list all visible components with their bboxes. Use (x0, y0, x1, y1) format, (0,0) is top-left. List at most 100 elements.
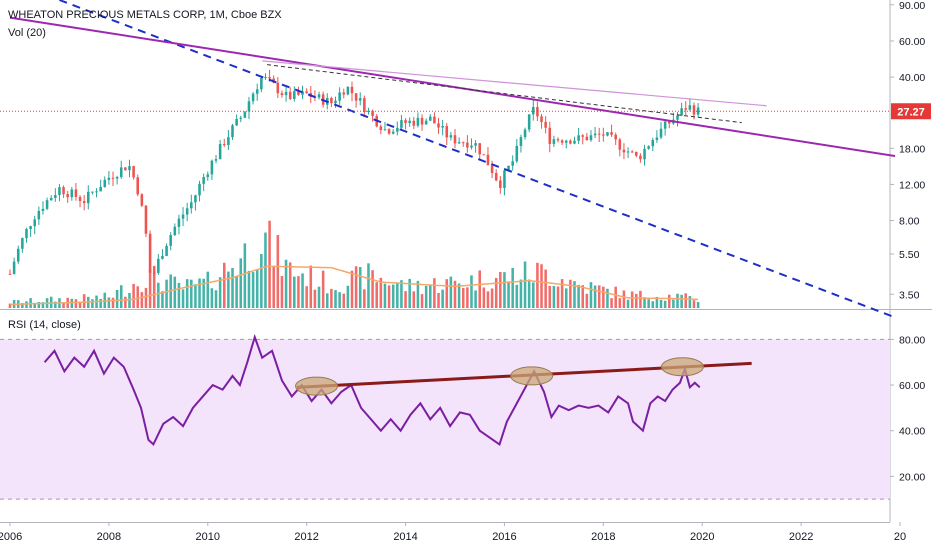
volume-bar (626, 299, 630, 308)
volume-bar (400, 280, 403, 308)
volume-bar (181, 289, 185, 308)
volume-bar (8, 303, 12, 308)
last-price-badge-label: 27.27 (897, 106, 925, 118)
volume-bar (288, 262, 292, 308)
volume-bar (190, 279, 193, 308)
candle-body (391, 131, 395, 134)
candle-body (165, 245, 168, 256)
volume-bar (445, 279, 449, 308)
candle-body (58, 187, 61, 196)
volume-bar (610, 298, 613, 308)
volume-bar (453, 280, 457, 308)
volume-bar (602, 286, 605, 308)
candle-body (647, 146, 650, 149)
volume-bar (482, 287, 486, 308)
volume-bar (363, 289, 366, 308)
volume-bar (527, 279, 531, 308)
volume-bar (478, 270, 481, 308)
volume-bar (416, 280, 420, 308)
volume-bar (206, 271, 210, 308)
candle-body (338, 92, 341, 101)
candle-body (82, 201, 86, 204)
candle-body (169, 235, 172, 246)
volume-bar (260, 254, 263, 308)
candle-body (103, 179, 107, 187)
candle-body (441, 126, 444, 128)
candle-body (260, 78, 263, 90)
candle-body (416, 117, 420, 126)
volume-bar (161, 291, 164, 308)
candle-body (548, 127, 552, 144)
candle-body (334, 100, 337, 104)
volume-bar (433, 278, 436, 308)
candle-body (305, 91, 308, 94)
volume-bar (284, 259, 288, 308)
candle-body (132, 166, 135, 178)
candle-body (602, 134, 605, 136)
candle-body (99, 186, 102, 192)
candle-body (457, 142, 461, 144)
candle-body (62, 187, 65, 195)
price-axis-label: 12.00 (899, 179, 925, 191)
candle-body (190, 202, 193, 209)
candle-body (486, 154, 490, 166)
volume-bar (461, 287, 465, 308)
candle-body (482, 154, 486, 156)
candle-body (383, 129, 387, 131)
candle-body (597, 133, 601, 135)
volume-bar (589, 282, 593, 308)
candle-body (124, 167, 127, 171)
candle-body (264, 77, 267, 79)
volume-bar (202, 278, 205, 308)
volume-bar (466, 287, 469, 308)
candle-body (606, 132, 609, 136)
volume-bar (618, 298, 622, 308)
volume-bar (305, 286, 308, 308)
candle-body (161, 255, 164, 259)
candle-body (157, 258, 160, 273)
volume-bar (548, 285, 552, 308)
volume-bar (630, 291, 634, 308)
chart-title: WHEATON PRECIOUS METALS CORP, 1M, Cboe B… (8, 9, 282, 21)
volume-bar (606, 288, 609, 308)
time-axis-label: 2008 (97, 531, 121, 543)
candle-body (408, 120, 411, 124)
volume-bar (334, 290, 337, 308)
candle-body (111, 177, 115, 179)
candle-body (202, 177, 205, 184)
candle-body (371, 110, 374, 117)
price-axis-label: 40.00 (899, 72, 925, 84)
rsi-highlight-ellipse (295, 376, 339, 396)
candle-body (461, 142, 465, 144)
volume-bar (647, 299, 650, 308)
volume-bar (99, 298, 102, 308)
candle-body (429, 116, 432, 121)
candle-body (639, 155, 642, 160)
candle-body (243, 111, 247, 118)
candle-body (268, 77, 271, 79)
candle-body (280, 93, 284, 96)
candle-body (239, 117, 243, 119)
candle-body (692, 105, 696, 115)
candle-body (235, 118, 238, 126)
candle-body (128, 166, 131, 171)
candle-body (21, 238, 24, 249)
volume-bar (560, 279, 564, 308)
price-layer (8, 69, 700, 276)
resistance-trendline (9, 16, 896, 158)
volume-bar (297, 276, 300, 308)
time-axis-label: 2018 (591, 531, 615, 543)
candle-body (107, 177, 111, 180)
candle-body (354, 93, 358, 101)
candle-body (181, 214, 185, 219)
volume-bar (556, 286, 560, 308)
candle-body (148, 233, 152, 273)
candle-body (78, 196, 82, 202)
candle-body (494, 173, 498, 181)
volume-bar (255, 269, 259, 308)
candle-body (8, 273, 12, 275)
candle-body (527, 114, 531, 130)
volume-bar (214, 290, 218, 308)
volume-bar (511, 267, 514, 308)
